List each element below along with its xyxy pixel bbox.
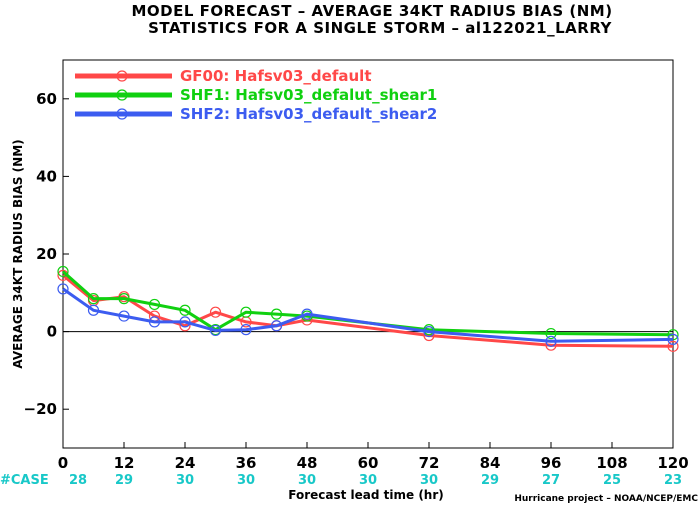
data-point xyxy=(270,320,283,332)
x-tick-label: 84 xyxy=(480,454,501,472)
data-point xyxy=(179,316,191,328)
legend-marker xyxy=(116,70,128,82)
legend-label: GF00: Hafsv03_default xyxy=(180,67,371,85)
legend-label: SHF2: Hafsv03_default_shear2 xyxy=(180,105,437,123)
case-count: 29 xyxy=(481,473,499,488)
data-point xyxy=(148,316,161,328)
case-count: 27 xyxy=(542,473,560,488)
case-count: 30 xyxy=(298,473,316,488)
case-count: 25 xyxy=(603,473,621,488)
data-point xyxy=(240,306,252,318)
data-point xyxy=(148,298,161,311)
data-point xyxy=(545,335,557,347)
data-point xyxy=(423,326,435,338)
case-count: 30 xyxy=(176,473,194,488)
data-point xyxy=(87,304,100,316)
data-point xyxy=(301,308,313,320)
x-tick-label: 96 xyxy=(541,454,562,472)
data-point xyxy=(118,310,130,322)
y-tick-label: 60 xyxy=(36,90,57,108)
y-tick-label: 0 xyxy=(47,323,57,341)
x-tick-label: 60 xyxy=(358,454,379,472)
data-point xyxy=(240,324,252,336)
series-1 xyxy=(57,269,679,352)
case-label: #CASE xyxy=(0,473,49,488)
case-count: 29 xyxy=(115,473,133,488)
data-point xyxy=(118,293,130,305)
y-tick-label: −20 xyxy=(24,400,57,418)
data-point xyxy=(667,333,679,345)
x-tick-label: 36 xyxy=(236,454,257,472)
x-tick-label: 108 xyxy=(596,454,627,472)
x-tick-label: 72 xyxy=(419,454,440,472)
chart-subtitle: STATISTICS FOR A SINGLE STORM – al122021… xyxy=(148,19,612,37)
legend-marker xyxy=(116,108,128,120)
credit-text: Hurricane project – NOAA/NCEP/EMC xyxy=(514,494,698,504)
series-layer xyxy=(57,265,679,352)
x-axis-label: Forecast lead time (hr) xyxy=(288,488,444,502)
x-tick-label: 48 xyxy=(297,454,318,472)
data-point xyxy=(179,304,191,316)
case-count: 30 xyxy=(420,473,438,488)
chart-title: MODEL FORECAST – AVERAGE 34KT RADIUS BIA… xyxy=(131,2,612,20)
y-tick-label: 40 xyxy=(36,167,57,185)
x-tick-label: 120 xyxy=(657,454,688,472)
y-axis-label: AVERAGE 34KT RADIUS BIAS (NM) xyxy=(11,139,25,368)
x-tick-label: 24 xyxy=(175,454,196,472)
data-point xyxy=(57,283,69,295)
series-2 xyxy=(57,265,679,341)
data-point xyxy=(667,340,679,352)
series-line xyxy=(62,270,674,337)
x-tick-label: 12 xyxy=(114,454,135,472)
axis-ticks: 0 12 24 36 48 60 72 84 96 108 120 60 40 20 0 −20 xyxy=(24,90,689,472)
legend-label: SHF1: Hafsv03_defalut_shear1 xyxy=(180,86,437,104)
data-point xyxy=(87,293,100,305)
data-point xyxy=(270,308,283,320)
x-tick-label: 0 xyxy=(58,454,68,472)
case-count: 30 xyxy=(237,473,255,488)
case-counts: 28 29 30 30 30 30 30 29 27 25 23 xyxy=(69,473,682,488)
data-point xyxy=(57,265,69,278)
data-point xyxy=(545,327,557,340)
case-count: 23 xyxy=(664,473,682,488)
case-count: 28 xyxy=(69,473,87,488)
case-count: 30 xyxy=(359,473,377,488)
y-tick-label: 20 xyxy=(36,245,57,263)
legend-marker xyxy=(116,89,128,101)
data-point xyxy=(209,324,222,337)
series-3 xyxy=(57,283,679,347)
data-point xyxy=(209,306,222,318)
